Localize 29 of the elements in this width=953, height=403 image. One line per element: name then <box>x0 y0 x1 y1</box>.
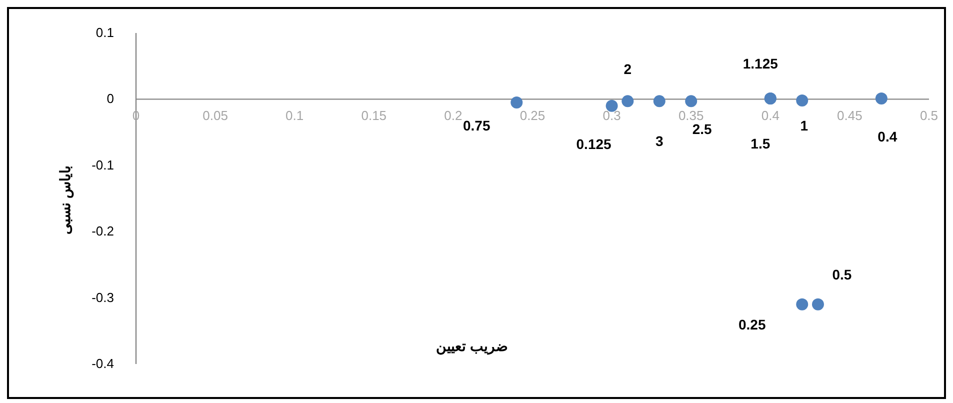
annotation: 2 <box>624 61 632 78</box>
annotation: 3 <box>655 133 664 150</box>
x-tick-label: 0.45 <box>837 108 862 124</box>
y-tick-label: -0.2 <box>92 224 114 239</box>
annotation: 0.4 <box>878 128 898 145</box>
y-tick-label: -0.3 <box>92 290 114 305</box>
x-tick-label: 0.2 <box>444 108 462 124</box>
x-tick-label: 0.1 <box>286 108 304 124</box>
y-tick-label: 0 <box>106 91 114 106</box>
y-tick-label: -0.4 <box>92 356 114 371</box>
x-tick-label: 0.25 <box>520 108 546 124</box>
y-tick-label: 0.1 <box>96 25 114 40</box>
annotation: 0.5 <box>832 266 852 282</box>
annotation: 0.125 <box>576 136 612 152</box>
annotation: 0.75 <box>463 118 490 134</box>
x-tick-label: 0.3 <box>602 108 621 124</box>
x-tick-label: 0.35 <box>678 108 704 124</box>
annotation: 2.5 <box>692 121 712 138</box>
annotation: 1 <box>800 118 808 134</box>
x-tick-label: 0.15 <box>361 108 387 124</box>
x-axis-title: ضریب تعیین <box>436 338 508 355</box>
y-axis-title: بایاس نسبی <box>57 166 74 234</box>
x-tick-label: 0.5 <box>920 108 938 124</box>
x-tick-label: 0.05 <box>202 108 228 124</box>
annotation: 1.125 <box>742 56 778 72</box>
x-tick-label: 0.4 <box>761 108 780 124</box>
y-tick-label: -0.1 <box>92 157 114 172</box>
annotation: 0.25 <box>738 316 766 332</box>
annotation: 1.5 <box>750 136 770 152</box>
